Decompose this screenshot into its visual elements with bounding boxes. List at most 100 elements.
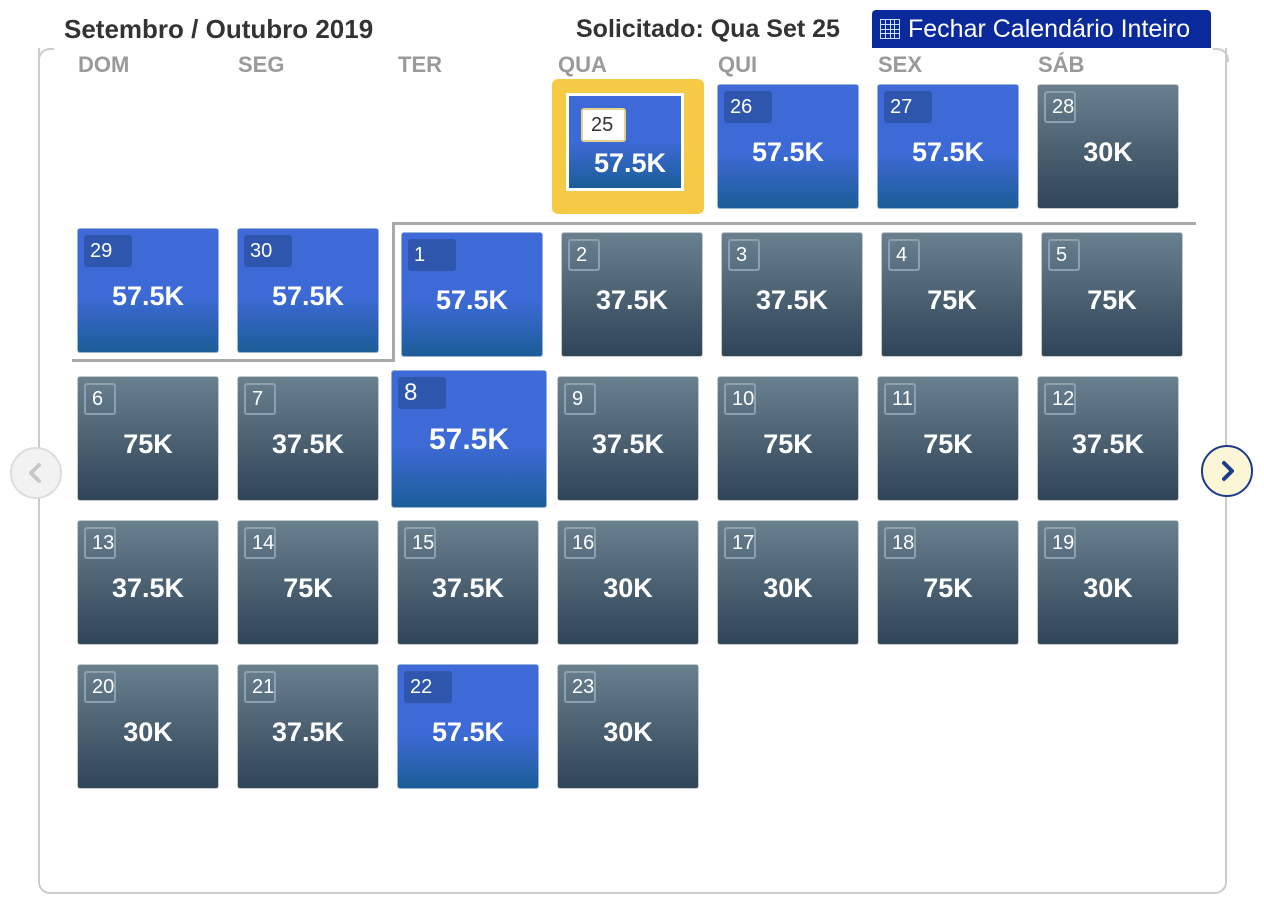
day-price: 37.5K <box>595 285 669 315</box>
day-cell[interactable]: 6 75K <box>77 376 219 501</box>
day-price: 30K <box>763 573 813 603</box>
day-price: 37.5K <box>111 573 185 603</box>
day-cell[interactable]: 27 57.5K <box>877 84 1019 209</box>
day-cell[interactable]: 29 57.5K <box>77 228 219 353</box>
weekday-header: DOM <box>78 52 130 77</box>
day-number: 3 <box>728 239 760 271</box>
selected-day-inner: 25 57.5K <box>566 93 684 191</box>
day-number: 6 <box>84 383 116 415</box>
day-number: 2 <box>568 239 600 271</box>
grid-icon <box>880 19 900 39</box>
day-number: 4 <box>888 239 920 271</box>
requested-date: Solicitado: Qua Set 25 <box>576 15 840 43</box>
month-title: Setembro / Outubro 2019 <box>64 14 374 44</box>
day-cell[interactable]: 26 57.5K <box>717 84 859 209</box>
day-cell[interactable]: 2 37.5K <box>561 232 703 357</box>
day-number: 20 <box>84 671 117 703</box>
day-price: 75K <box>123 429 173 459</box>
day-price: 75K <box>1087 285 1137 315</box>
day-price: 57.5K <box>751 137 825 167</box>
day-number: 7 <box>244 383 276 415</box>
day-price: 75K <box>927 285 977 315</box>
day-cell[interactable]: 12 37.5K <box>1037 376 1179 501</box>
frame-corner <box>38 48 54 62</box>
day-number: 1 <box>408 239 456 271</box>
day-price: 57.5K <box>271 281 345 311</box>
day-price: 57.5K <box>428 423 510 456</box>
day-price: 30K <box>1083 573 1133 603</box>
day-number: 13 <box>84 527 117 559</box>
day-price: 57.5K <box>111 281 185 311</box>
day-cell[interactable]: 22 57.5K <box>397 664 539 789</box>
day-cell[interactable]: 17 30K <box>717 520 859 645</box>
next-month-button[interactable] <box>1201 445 1253 497</box>
day-number: 22 <box>404 671 452 703</box>
day-number: 19 <box>1044 527 1077 559</box>
day-price: 57.5K <box>435 285 509 315</box>
day-price: 30K <box>123 717 173 747</box>
day-price: 75K <box>923 573 973 603</box>
day-number: 11 <box>884 383 916 415</box>
day-cell[interactable]: 18 75K <box>877 520 1019 645</box>
day-number: 16 <box>564 527 597 559</box>
chevron-right-icon <box>1222 461 1234 481</box>
day-cell[interactable]: 23 30K <box>557 664 699 789</box>
day-price: 37.5K <box>431 573 505 603</box>
day-cell[interactable]: 15 37.5K <box>397 520 539 645</box>
day-number: 26 <box>724 91 772 123</box>
chevron-left-icon <box>29 463 41 483</box>
day-price: 75K <box>283 573 333 603</box>
day-cell[interactable]: 5 75K <box>1041 232 1183 357</box>
day-number: 5 <box>1048 239 1080 271</box>
day-cell[interactable]: 11 75K <box>877 376 1019 501</box>
day-number: 12 <box>1044 383 1077 415</box>
day-price: 57.5K <box>593 148 667 178</box>
day-number: 8 <box>398 377 446 409</box>
day-number: 9 <box>564 383 596 415</box>
month-divider <box>392 222 395 362</box>
day-cell-today[interactable]: 8 57.5K <box>391 370 547 508</box>
day-cell[interactable]: 10 75K <box>717 376 859 501</box>
month-divider <box>72 359 395 362</box>
day-price: 75K <box>923 429 973 459</box>
weekday-header: QUA <box>558 52 607 77</box>
day-number: 14 <box>244 527 277 559</box>
day-price: 57.5K <box>431 717 505 747</box>
day-cell[interactable]: 20 30K <box>77 664 219 789</box>
day-cell-selected[interactable]: 25 57.5K <box>552 79 704 214</box>
weekday-header: SEG <box>238 52 285 77</box>
close-calendar-button[interactable]: Fechar Calendário Inteiro <box>872 10 1211 48</box>
day-price: 37.5K <box>271 429 345 459</box>
day-cell[interactable]: 14 75K <box>237 520 379 645</box>
day-cell[interactable]: 1 57.5K <box>401 232 543 357</box>
day-cell[interactable]: 9 37.5K <box>557 376 699 501</box>
day-number: 30 <box>244 235 292 267</box>
day-number: 28 <box>1044 91 1077 123</box>
day-price: 37.5K <box>591 429 665 459</box>
day-cell[interactable]: 21 37.5K <box>237 664 379 789</box>
day-price: 75K <box>763 429 813 459</box>
day-price: 30K <box>603 573 653 603</box>
day-number: 21 <box>244 671 277 703</box>
day-cell[interactable]: 16 30K <box>557 520 699 645</box>
day-cell[interactable]: 4 75K <box>881 232 1023 357</box>
day-cell[interactable]: 28 30K <box>1037 84 1179 209</box>
day-price: 30K <box>603 717 653 747</box>
day-number: 17 <box>724 527 757 559</box>
day-cell[interactable]: 19 30K <box>1037 520 1179 645</box>
day-price: 30K <box>1083 137 1133 167</box>
weekday-header: QUI <box>718 52 758 77</box>
prev-month-button[interactable] <box>10 447 62 499</box>
day-number: 23 <box>564 671 597 703</box>
day-cell[interactable]: 30 57.5K <box>237 228 379 353</box>
weekday-header: TER <box>398 52 442 77</box>
weekday-header: SÁB <box>1038 52 1085 77</box>
day-cell[interactable]: 7 37.5K <box>237 376 379 501</box>
day-cell[interactable]: 13 37.5K <box>77 520 219 645</box>
day-cell[interactable]: 3 37.5K <box>721 232 863 357</box>
day-number: 15 <box>404 527 437 559</box>
close-calendar-label: Fechar Calendário Inteiro <box>908 14 1191 43</box>
frame-corner <box>1213 48 1229 62</box>
day-number: 10 <box>724 383 757 415</box>
day-number: 27 <box>884 91 932 123</box>
